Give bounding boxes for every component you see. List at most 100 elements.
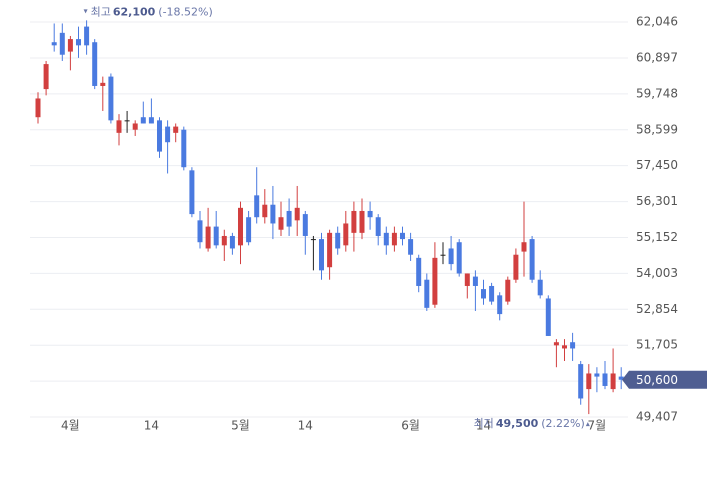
x-tick-label: 14 bbox=[298, 419, 313, 433]
candle-body bbox=[383, 232, 389, 246]
candle-body bbox=[132, 123, 138, 130]
candle-body bbox=[197, 220, 203, 243]
candle-body bbox=[124, 120, 130, 122]
candle-body bbox=[610, 373, 616, 390]
candle-body bbox=[456, 242, 462, 274]
candle-body bbox=[100, 82, 106, 86]
annotation-value: 62,100 bbox=[113, 5, 156, 18]
candle-body bbox=[513, 254, 519, 280]
candle-body bbox=[35, 98, 41, 118]
candle-body bbox=[505, 279, 511, 302]
last-price-label: 50,600 bbox=[636, 373, 678, 387]
annotation-arrow bbox=[83, 9, 88, 14]
candle-body bbox=[205, 226, 211, 249]
annotation-label: 최저 bbox=[474, 417, 494, 430]
candle-body bbox=[262, 204, 268, 218]
annotation-change: (-18.52%) bbox=[158, 5, 213, 18]
candle-body bbox=[92, 42, 98, 86]
low_annotation: 최저 49,500 (2.22%) bbox=[474, 417, 585, 430]
candle-body bbox=[108, 76, 114, 121]
candle-body bbox=[408, 239, 414, 255]
annotation-arrow bbox=[585, 422, 590, 427]
candle-body bbox=[448, 248, 454, 265]
annotation-label: 최고 bbox=[91, 5, 111, 18]
y-tick-label: 57,450 bbox=[636, 158, 678, 172]
candle-body bbox=[294, 207, 300, 221]
candle-body bbox=[302, 214, 308, 236]
candle-body bbox=[343, 223, 349, 246]
candle-body bbox=[181, 129, 187, 168]
y-tick-label: 54,003 bbox=[636, 266, 678, 280]
annotation-value: 49,500 bbox=[496, 417, 539, 430]
candle-body bbox=[497, 295, 503, 315]
candle-body bbox=[391, 232, 397, 246]
y-tick-label: 55,152 bbox=[636, 230, 678, 244]
candle-body bbox=[529, 239, 535, 280]
y-tick-label: 56,301 bbox=[636, 194, 678, 208]
candle-body bbox=[400, 232, 405, 240]
annotation-change: (2.22%) bbox=[541, 417, 585, 430]
x-tick-label: 6월 bbox=[401, 419, 420, 433]
candle-body bbox=[238, 207, 243, 246]
candle-body bbox=[416, 257, 422, 286]
last-price-box bbox=[622, 370, 707, 389]
candle-body bbox=[375, 217, 381, 236]
candle-body bbox=[464, 273, 470, 286]
candle-body bbox=[602, 373, 608, 386]
candle-body bbox=[545, 298, 551, 336]
candle-body bbox=[148, 117, 154, 124]
x-tick-label: 7월 bbox=[588, 419, 607, 433]
x-tick-label: 14 bbox=[144, 419, 159, 433]
candle-body bbox=[278, 217, 284, 230]
y-tick-label: 60,897 bbox=[636, 50, 678, 64]
candle-body bbox=[472, 276, 478, 286]
candle-body bbox=[286, 210, 292, 227]
candle-body bbox=[432, 257, 438, 305]
candle-body bbox=[165, 126, 171, 143]
candle-body bbox=[140, 117, 146, 124]
candle-body bbox=[270, 204, 276, 224]
candle-body bbox=[570, 342, 576, 349]
candle-body bbox=[489, 285, 495, 302]
candle-body bbox=[424, 279, 430, 308]
candle-body bbox=[319, 239, 324, 271]
y-tick-label: 62,046 bbox=[636, 15, 678, 29]
y-tick-label: 51,705 bbox=[636, 338, 678, 352]
candle-body bbox=[351, 210, 357, 233]
x-tick-label: 14 bbox=[476, 419, 491, 433]
candle-body bbox=[521, 242, 527, 252]
candle-body bbox=[481, 289, 486, 299]
candle-body bbox=[618, 376, 624, 380]
x-tick-label: 4월 bbox=[61, 419, 80, 433]
candle-body bbox=[221, 235, 227, 246]
candle-body bbox=[229, 235, 235, 249]
candle-body bbox=[586, 373, 592, 390]
y-tick-label: 49,407 bbox=[636, 410, 678, 424]
candle-body bbox=[189, 170, 195, 215]
y-tick-label: 59,748 bbox=[636, 86, 678, 100]
candle-body bbox=[359, 210, 365, 233]
candle-body bbox=[76, 39, 81, 46]
candle-body bbox=[157, 120, 162, 152]
candle-body bbox=[254, 195, 260, 218]
high_annotation: 최고 62,100 (-18.52%) bbox=[91, 5, 213, 18]
candle-body bbox=[246, 217, 252, 243]
candle-body bbox=[335, 232, 341, 249]
candle-body bbox=[440, 254, 446, 256]
candle-body bbox=[67, 39, 73, 52]
candle-body bbox=[562, 345, 567, 349]
y-tick-label: 52,854 bbox=[636, 302, 678, 316]
candle-body bbox=[43, 64, 49, 90]
candle-body bbox=[553, 342, 559, 346]
candle-body bbox=[173, 126, 179, 133]
candle-body bbox=[84, 26, 90, 46]
candle-body bbox=[51, 42, 57, 46]
candle-body bbox=[594, 373, 600, 377]
candle-body bbox=[367, 210, 373, 218]
y-tick-label: 58,599 bbox=[636, 122, 678, 136]
x-tick-label: 5월 bbox=[231, 419, 250, 433]
candle-body bbox=[59, 32, 65, 55]
candle-body bbox=[578, 364, 584, 399]
candle-body bbox=[537, 279, 543, 296]
